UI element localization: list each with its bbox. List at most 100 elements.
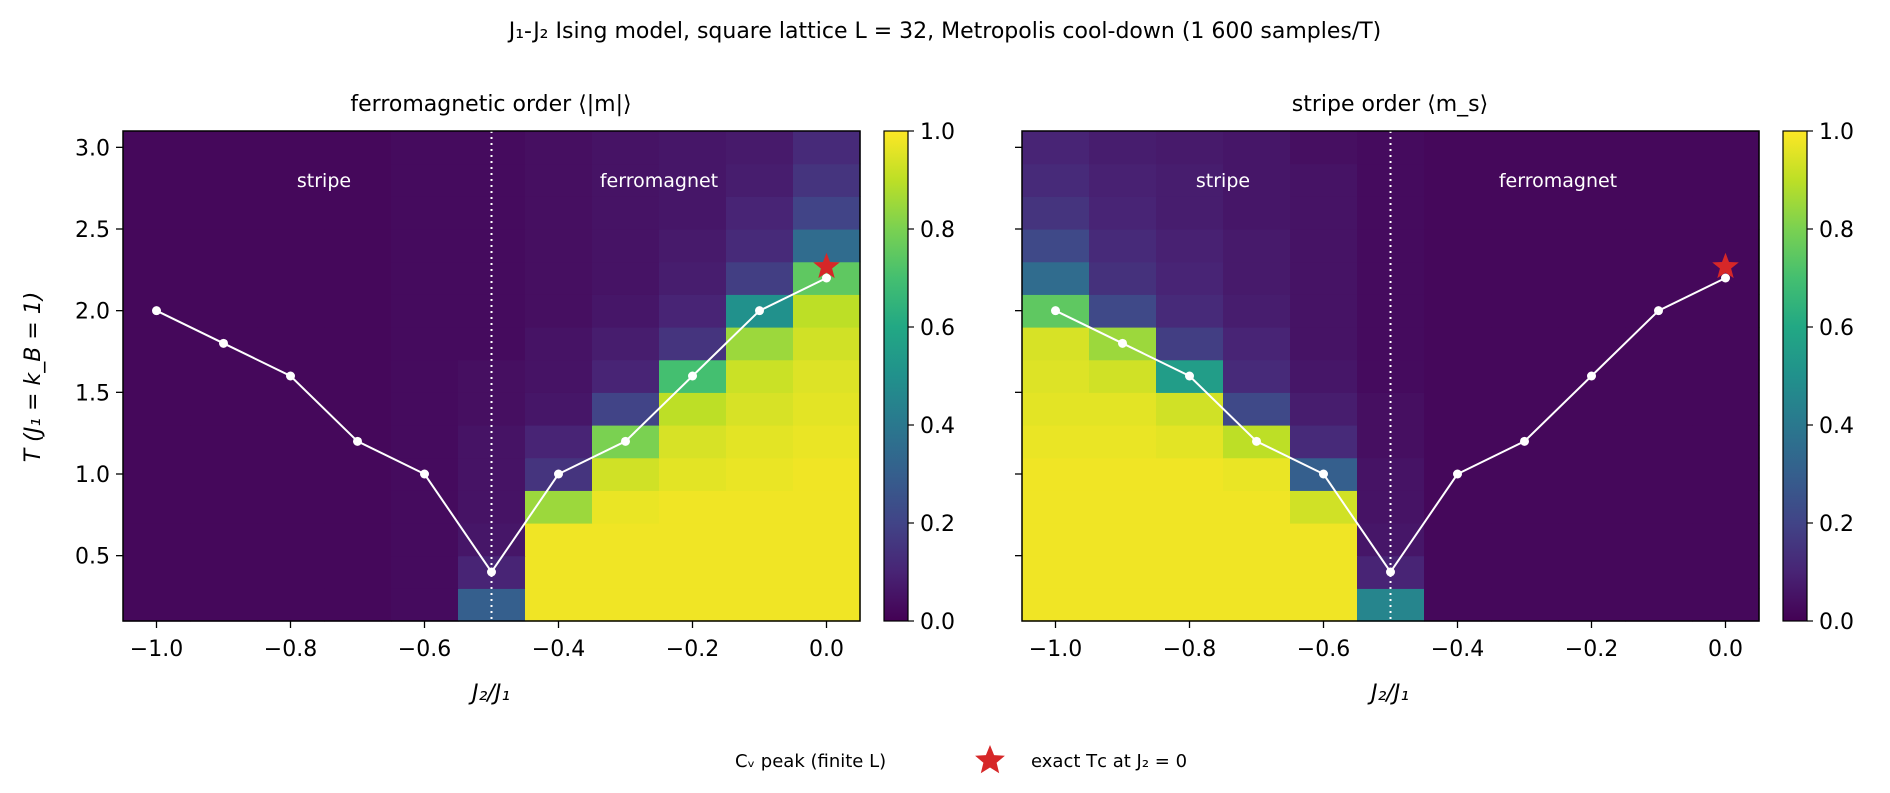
heatmap-cell	[1424, 261, 1492, 295]
heatmap-cell	[1625, 131, 1693, 165]
heatmap-cell	[726, 490, 794, 524]
heatmap-cell	[525, 294, 593, 328]
heatmap-cell	[1558, 163, 1626, 197]
heatmap-cell	[1357, 327, 1425, 361]
heatmap-cell	[1357, 261, 1425, 295]
heatmap-cell	[1156, 523, 1224, 557]
heatmap-cell	[1692, 327, 1760, 361]
heatmap-cell	[1491, 359, 1559, 393]
heatmap-cell	[525, 588, 593, 622]
heatmap-cell	[1558, 392, 1626, 426]
legend-label-exact-tc: exact Tᴄ at J₂ = 0	[1031, 751, 1187, 772]
heatmap-cell	[1156, 425, 1224, 459]
heatmap-cell	[1491, 555, 1559, 589]
heatmap-cell	[257, 555, 325, 589]
heatmap-cell	[190, 425, 258, 459]
heatmap-cell	[1022, 359, 1090, 393]
heatmap-cell	[659, 523, 727, 557]
heatmap-cell	[1558, 555, 1626, 589]
heatmap-cell	[324, 294, 392, 328]
heatmap-cell	[391, 163, 459, 197]
heatmap-cell	[190, 359, 258, 393]
heatmap-cell	[1022, 523, 1090, 557]
heatmap-cell	[793, 163, 861, 197]
x-axis-ticks: −1.0 −0.8 −0.6 −0.4 −0.2 0.0	[130, 621, 844, 662]
heatmap-cell	[726, 457, 794, 491]
colorbar-gradient	[1782, 130, 1808, 622]
heatmap-cell	[1022, 327, 1090, 361]
heatmap-cell	[257, 392, 325, 426]
colorbar-tick-label: 0.8	[920, 218, 955, 243]
heatmap-cell	[1022, 425, 1090, 459]
cv-peak-point	[1654, 306, 1663, 316]
heatmap-cell	[123, 163, 191, 197]
heatmap-cell	[525, 523, 593, 557]
heatmap-cell	[1625, 359, 1693, 393]
x-axis-label: J₂/J₁	[468, 681, 510, 706]
heatmap-cell	[1290, 490, 1358, 524]
heatmap-cell	[659, 425, 727, 459]
heatmap-cell	[1625, 425, 1693, 459]
heatmap-cell	[1089, 425, 1157, 459]
heatmap-cell	[458, 131, 526, 165]
y-tick-label: 3.0	[75, 136, 110, 161]
region-annotation: stripe	[1196, 170, 1250, 192]
heatmap-cell	[1424, 196, 1492, 230]
heatmap-cell	[525, 131, 593, 165]
heatmap-cell	[1089, 229, 1157, 263]
heatmap-cell	[793, 457, 861, 491]
heatmap-cell	[793, 555, 861, 589]
region-annotation: ferromagnet	[1499, 170, 1617, 192]
heatmap-cell	[793, 490, 861, 524]
heatmap-cell	[1692, 294, 1760, 328]
heatmap-cell	[659, 163, 727, 197]
heatmap-cell	[458, 196, 526, 230]
x-tick-label: −0.8	[1163, 637, 1216, 662]
heatmap-cell	[793, 359, 861, 393]
heatmap-cell	[1424, 588, 1492, 622]
cv-peak-point	[1051, 306, 1060, 316]
heatmap-cell	[659, 131, 727, 165]
y-axis-ticks	[1015, 146, 1022, 557]
heatmap-cell	[525, 196, 593, 230]
heatmap-cell	[257, 131, 325, 165]
heatmap-cell	[391, 555, 459, 589]
heatmap-cell	[592, 457, 660, 491]
heatmap-cell	[1692, 131, 1760, 165]
heatmap-cell	[458, 261, 526, 295]
overlay-layer: stripe ferromagnet	[1051, 131, 1739, 621]
heatmap-cell	[1156, 163, 1224, 197]
cv-peak-point	[1252, 436, 1261, 446]
colorbar: 0.0 0.2 0.4 0.6 0.8 1.0	[883, 120, 955, 635]
heatmap-cells	[1022, 131, 1760, 622]
heatmap-cell	[190, 457, 258, 491]
heatmap-cell	[123, 229, 191, 263]
heatmap-cell	[1558, 588, 1626, 622]
heatmap-cell	[793, 392, 861, 426]
heatmap-cell	[726, 131, 794, 165]
heatmap-cell	[592, 131, 660, 165]
heatmap-cell	[726, 588, 794, 622]
heatmap-cell	[1625, 523, 1693, 557]
cv-peak-point	[152, 306, 161, 316]
heatmap-cell	[1089, 294, 1157, 328]
cv-peak-point	[755, 306, 764, 316]
heatmap-cell	[391, 523, 459, 557]
x-tick-label: −0.8	[264, 637, 317, 662]
legend: Cᵥ peak (finite L) exact Tᴄ at J₂ = 0	[689, 745, 1187, 774]
heatmap-cell	[1558, 131, 1626, 165]
heatmap-cell	[726, 229, 794, 263]
heatmap-cell	[1491, 457, 1559, 491]
heatmap-cell	[1491, 261, 1559, 295]
heatmap-cell	[525, 425, 593, 459]
heatmap-cell	[123, 131, 191, 165]
heatmap-cell	[1089, 359, 1157, 393]
heatmap-cell	[726, 261, 794, 295]
heatmap-cell	[1089, 196, 1157, 230]
heatmap-cell	[1424, 163, 1492, 197]
cv-peak-point	[822, 273, 831, 283]
heatmap-cell	[123, 196, 191, 230]
legend-cv-marker	[689, 756, 721, 764]
heatmap-cell	[123, 425, 191, 459]
heatmap-cell	[324, 131, 392, 165]
